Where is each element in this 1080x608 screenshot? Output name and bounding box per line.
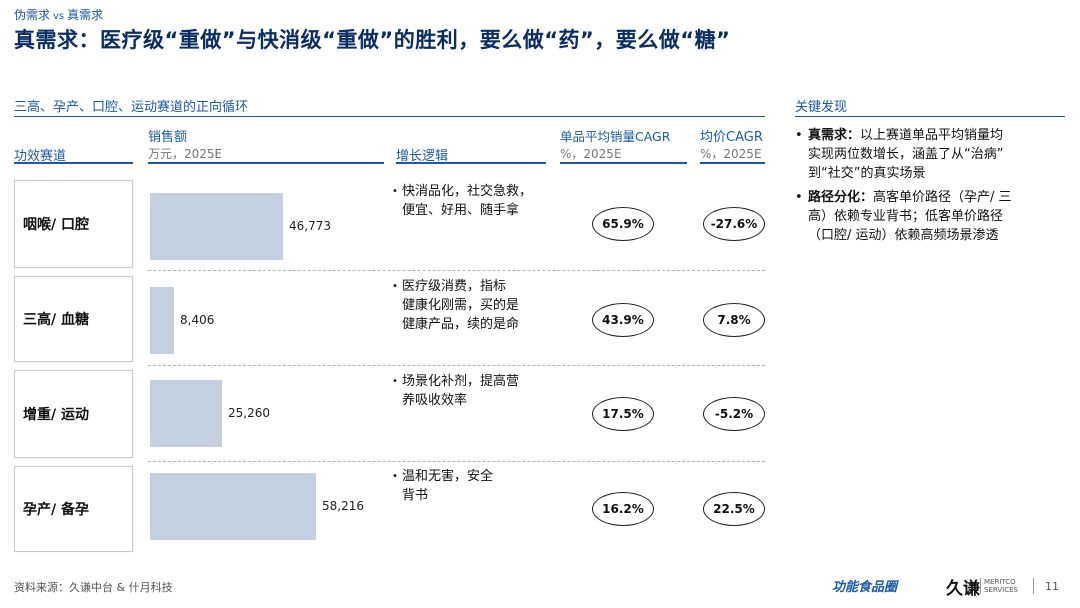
price-cagr-badge: 22.5% (703, 492, 765, 526)
finding-line: 路径分化：高客单价路径（孕产/ 三 (795, 188, 1065, 207)
sales-bar (150, 380, 222, 447)
volume-cagr-badge: 16.2% (592, 492, 654, 526)
kicker: 伪需求 vs 真需求 (14, 6, 103, 23)
sales-bar (150, 287, 174, 354)
kicker-vs: vs (53, 11, 65, 22)
page-number-divider (1033, 578, 1034, 594)
sales-bar (150, 473, 316, 540)
sales-bar (150, 193, 283, 260)
price-cagr-value: 22.5% (713, 502, 755, 516)
page-number: 11 (1045, 580, 1059, 593)
header-underline-track (14, 162, 133, 164)
column-header-logic: 增长逻辑 (396, 149, 449, 164)
volume-cagr-value: 16.2% (602, 502, 644, 516)
track-box: 三高/ 血糖 (14, 276, 133, 362)
sales-value-label: 25,260 (228, 405, 270, 420)
brand-line: SERVICES (984, 586, 1018, 594)
finding-line: （口腔/ 运动）依赖高频场景渗透 (808, 228, 999, 243)
brand-line: MERITCO (984, 578, 1016, 586)
column-header-volume-cagr: 单品平均销量CAGR (560, 129, 671, 144)
brand-logo-meritco: MERITCO SERVICES (980, 578, 1018, 594)
bullet-dot: • (392, 186, 398, 197)
finding-line: 实现两位数增长，涵盖了从“治病” (808, 147, 1004, 162)
price-cagr-badge: -27.6% (703, 207, 765, 241)
logic-line: 健康化刚需，买的是 (402, 298, 520, 313)
kicker-left: 伪需求 (14, 8, 51, 22)
header-underline-volume-cagr (560, 162, 687, 164)
bullet-dot: • (795, 128, 803, 143)
bullet-dot: • (392, 376, 398, 387)
price-cagr-badge: 7.8% (703, 303, 765, 337)
brand-logo-jiuqian: 久谦 (946, 579, 980, 599)
track-box: 增重/ 运动 (14, 370, 133, 458)
row-separator (148, 461, 765, 462)
finding-label: 真需求： (808, 128, 861, 143)
row-separator (148, 365, 765, 366)
price-cagr-value: 7.8% (717, 313, 751, 327)
logic-line: 便宜、好用、随手拿 (402, 203, 520, 218)
logic-line: 养吸收效率 (402, 393, 468, 408)
bullet-dot: • (795, 190, 803, 205)
sales-value-label: 8,406 (180, 312, 215, 327)
bullet-dot: • (392, 281, 398, 292)
header-underline-sales (148, 162, 384, 164)
finding-text: 以上赛道单品平均销量均 (860, 128, 1004, 143)
logic-line: 场景化补剂，提高营 (402, 374, 520, 389)
finding-item: • 真需求：以上赛道单品平均销量均 实现两位数增长，涵盖了从“治病” 到“社交”… (795, 126, 1065, 183)
sales-value-label: 46,773 (289, 218, 331, 233)
section-title: 三高、孕产、口腔、运动赛道的正向循环 (14, 100, 249, 115)
track-box: 咽喉/ 口腔 (14, 180, 133, 268)
track-label: 咽喉/ 口腔 (23, 217, 89, 233)
logic-item: • 场景化补剂，提高营 养吸收效率 (392, 372, 556, 410)
finding-line: 真需求：以上赛道单品平均销量均 (795, 126, 1065, 145)
section-divider (14, 116, 765, 117)
volume-cagr-badge: 65.9% (592, 207, 654, 241)
findings-divider (795, 116, 1065, 117)
column-header-track: 功效赛道 (14, 149, 67, 164)
volume-cagr-badge: 17.5% (592, 397, 654, 431)
volume-cagr-value: 43.9% (602, 313, 644, 327)
price-cagr-value: -27.6% (710, 217, 758, 231)
finding-text: 高客单价路径（孕产/ 三 (873, 190, 1012, 205)
track-label: 增重/ 运动 (23, 407, 89, 423)
price-cagr-value: -5.2% (714, 407, 754, 421)
volume-cagr-badge: 43.9% (592, 303, 654, 337)
page-title: 真需求：医疗级“重做”与快消级“重做”的胜利，要么做“药”，要么做“糖” (14, 28, 731, 52)
finding-line: 到“社交”的真实场景 (808, 166, 926, 181)
logic-item: • 温和无害，安全 背书 (392, 467, 556, 505)
finding-line: 高）依赖专业背书；低客单价路径 (808, 209, 1004, 224)
column-header-sales: 销售额 (148, 130, 188, 145)
logic-line: 背书 (402, 488, 429, 503)
column-unit-volume-cagr: %，2025E (560, 147, 622, 161)
brand-logo-functional-food: 功能食品圈 (832, 580, 898, 595)
bullet-dot: • (392, 471, 398, 482)
finding-item: • 路径分化：高客单价路径（孕产/ 三 高）依赖专业背书；低客单价路径 （口腔/… (795, 188, 1065, 245)
finding-label: 路径分化： (808, 190, 874, 205)
kicker-right: 真需求 (67, 8, 104, 22)
logic-line: 医疗级消费，指标 (402, 279, 507, 294)
track-label: 三高/ 血糖 (23, 312, 89, 328)
header-underline-logic (396, 162, 546, 164)
track-box: 孕产/ 备孕 (14, 466, 133, 552)
column-header-price-cagr: 均价CAGR (700, 130, 763, 145)
logic-item: • 快消品化，社交急救， 便宜、好用、随手拿 (392, 182, 556, 220)
header-underline-price-cagr (700, 162, 765, 164)
column-unit-price-cagr: %，2025E (700, 147, 762, 161)
logic-line: 健康产品，续的是命 (402, 317, 520, 332)
findings-title: 关键发现 (795, 100, 848, 115)
source-note: 资料来源：久谦中台 & 什月科技 (14, 581, 173, 594)
volume-cagr-value: 65.9% (602, 217, 644, 231)
column-unit-sales: 万元，2025E (148, 147, 223, 161)
price-cagr-badge: -5.2% (703, 397, 765, 431)
sales-value-label: 58,216 (322, 498, 364, 513)
logic-line: 快消品化，社交急救， (402, 184, 533, 199)
logic-item: • 医疗级消费，指标 健康化刚需，买的是 健康产品，续的是命 (392, 277, 556, 334)
volume-cagr-value: 17.5% (602, 407, 644, 421)
track-label: 孕产/ 备孕 (23, 502, 89, 518)
row-separator (148, 270, 765, 271)
logic-line: 温和无害，安全 (402, 469, 494, 484)
